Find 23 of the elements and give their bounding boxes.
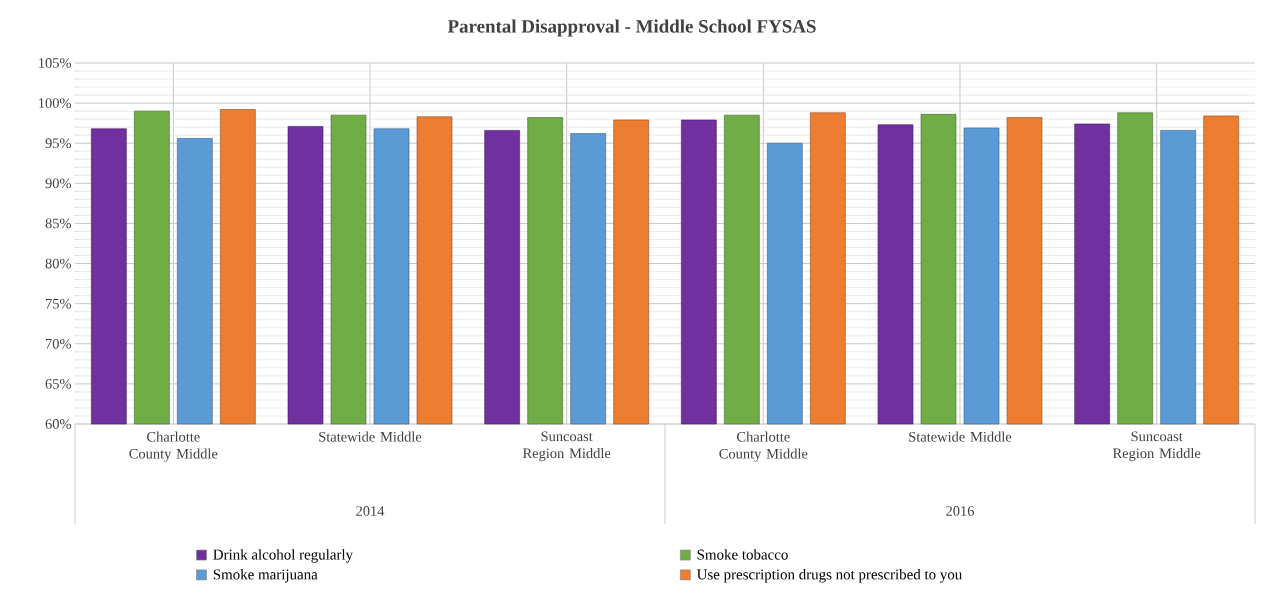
x-tick-label: Charlotte County Middle xyxy=(719,431,808,462)
y-tick-label: 70% xyxy=(45,338,71,349)
x-tick-label: Suncoast Region Middle xyxy=(1112,431,1201,462)
text: 2014 xyxy=(356,506,385,516)
y-tick-label: 95% xyxy=(45,138,71,149)
y-tick-label: 85% xyxy=(45,218,71,229)
text: 2016 xyxy=(946,506,975,516)
x-tick-label: Charlotte County Middle xyxy=(129,431,218,462)
y-tick-label: 65% xyxy=(45,378,71,389)
y-tick-label: 90% xyxy=(45,178,71,189)
y-tick-label: 75% xyxy=(45,298,71,309)
chart-title: Parental Disapproval - Middle School FYSAS xyxy=(447,19,816,37)
y-tick-label: 105% xyxy=(39,58,71,68)
legend-label: Smoke tobacco xyxy=(697,549,788,560)
y-tick-label: 60% xyxy=(45,419,71,429)
x-tick-label: Suncoast Region Middle xyxy=(522,431,611,462)
x-tick-label: Statewide Middle xyxy=(909,431,1012,442)
y-tick-label: 80% xyxy=(45,258,71,269)
legend-label: Drink alcohol regularly xyxy=(213,549,353,563)
legend-label: Smoke marijuana xyxy=(213,568,318,583)
legend-label: Use prescription drugs not prescribed to you xyxy=(696,568,963,583)
y-tick-label: 100% xyxy=(39,98,71,109)
x-tick-label: Statewide Middle xyxy=(319,431,422,442)
